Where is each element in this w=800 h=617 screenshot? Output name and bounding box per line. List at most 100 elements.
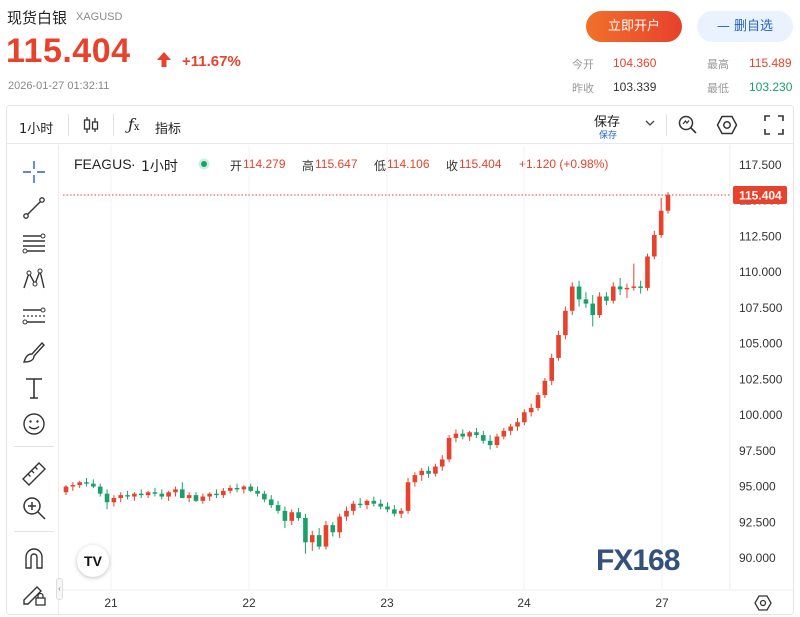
candle-body bbox=[439, 459, 445, 467]
candle-body bbox=[652, 235, 657, 257]
candle-body bbox=[97, 486, 103, 494]
axis-settings-icon[interactable] bbox=[754, 594, 772, 612]
measure-lines-icon[interactable] bbox=[20, 302, 48, 330]
x-tick-label: 24 bbox=[517, 596, 531, 610]
fx-icon[interactable]: ƒx bbox=[128, 115, 140, 134]
fullscreen-icon[interactable] bbox=[764, 115, 784, 135]
y-tick-label: 112.500 bbox=[739, 229, 782, 243]
candle-body bbox=[617, 286, 623, 290]
candle-body bbox=[665, 195, 671, 211]
candle-body bbox=[405, 482, 411, 511]
candle-body bbox=[467, 432, 472, 437]
open-label: 今开 bbox=[572, 58, 594, 71]
candle-type-icon[interactable] bbox=[82, 115, 100, 135]
candle-body bbox=[138, 493, 144, 496]
ruler-icon[interactable] bbox=[20, 460, 48, 488]
candle-body bbox=[166, 492, 171, 497]
candle-body bbox=[604, 296, 609, 301]
candle-body bbox=[179, 489, 185, 498]
candle-body bbox=[207, 493, 212, 497]
legend-high-value: 115.647 bbox=[315, 157, 358, 171]
candle-body bbox=[200, 496, 206, 501]
magnet-icon[interactable] bbox=[20, 544, 48, 572]
candle-body bbox=[494, 436, 500, 446]
tradingview-logo-icon[interactable]: TV bbox=[77, 545, 109, 577]
legend-close-label: 收 bbox=[446, 159, 459, 173]
y-tick-label: 100.000 bbox=[739, 408, 783, 422]
candle-body bbox=[282, 510, 288, 521]
tool-divider bbox=[14, 531, 54, 532]
prev-close-value: 103.339 bbox=[613, 80, 657, 94]
camera-icon[interactable] bbox=[677, 113, 699, 135]
open-account-button[interactable]: 立即开户 bbox=[586, 11, 682, 42]
pattern-icon[interactable] bbox=[20, 266, 48, 294]
candle-body bbox=[610, 286, 616, 301]
crosshair-icon[interactable] bbox=[20, 158, 48, 186]
candle-body bbox=[419, 470, 425, 476]
candle-body bbox=[433, 466, 438, 474]
candle-body bbox=[453, 433, 459, 438]
remove-favorite-button[interactable]: — 删自选 bbox=[697, 11, 793, 42]
fx168-watermark: FX168 bbox=[596, 544, 680, 577]
candle-body bbox=[563, 310, 568, 336]
y-tick-label: 95.000 bbox=[739, 480, 776, 494]
candle-body bbox=[221, 490, 226, 496]
trendline-icon[interactable] bbox=[20, 194, 48, 222]
settings-icon[interactable] bbox=[716, 114, 738, 136]
up-arrow-icon bbox=[157, 52, 171, 67]
emoji-icon[interactable] bbox=[20, 410, 48, 438]
candle-body bbox=[262, 493, 267, 500]
chart-container bbox=[6, 105, 794, 615]
legend-symbol: FEAGUS bbox=[74, 156, 132, 172]
toolbar-divider bbox=[666, 114, 667, 136]
instrument-symbol: XAGUSD bbox=[76, 11, 123, 23]
candle-body bbox=[480, 435, 486, 441]
text-icon[interactable] bbox=[20, 374, 48, 402]
brush-icon[interactable] bbox=[20, 338, 48, 366]
zoom-in-icon[interactable] bbox=[20, 494, 48, 522]
price-change-percent: +11.67% bbox=[182, 53, 241, 70]
legend-low-label: 低 bbox=[374, 159, 387, 173]
candle-body bbox=[515, 422, 520, 427]
high-label: 最高 bbox=[707, 58, 729, 71]
chevron-down-icon[interactable] bbox=[645, 119, 655, 127]
candle-body bbox=[371, 500, 377, 504]
candle-body bbox=[378, 503, 383, 507]
lock-pencil-icon[interactable] bbox=[20, 580, 48, 608]
y-tick-label: 90.000 bbox=[739, 551, 776, 565]
y-tick-label: 110.000 bbox=[739, 265, 782, 279]
candle-body bbox=[234, 487, 240, 490]
candle-body bbox=[268, 499, 274, 506]
x-tick-label: 23 bbox=[380, 596, 394, 610]
toolbar-divider bbox=[113, 114, 114, 136]
x-tick-label: 27 bbox=[655, 596, 669, 610]
candle-body bbox=[296, 512, 301, 518]
interval-selector[interactable]: 1小时 bbox=[19, 122, 54, 137]
save-button[interactable]: 保存 bbox=[594, 115, 621, 130]
candle-body bbox=[638, 286, 643, 288]
legend-change: +1.120 (+0.98%) bbox=[519, 157, 609, 171]
legend-high-label: 高 bbox=[302, 159, 315, 173]
collapse-toolbar-button[interactable]: ‹ bbox=[56, 578, 63, 600]
candle-body bbox=[173, 489, 178, 493]
legend-open-label: 开 bbox=[230, 159, 243, 173]
candle-body bbox=[590, 303, 596, 316]
candle-body bbox=[111, 497, 117, 503]
candle-body bbox=[275, 505, 281, 511]
candle-body bbox=[385, 506, 390, 510]
legend-low-value: 114.106 bbox=[387, 157, 430, 171]
y-tick-label: 105.000 bbox=[739, 337, 783, 351]
y-tick-label: 107.500 bbox=[739, 301, 783, 315]
indicators-button[interactable]: 指标 bbox=[155, 122, 182, 137]
candle-body bbox=[446, 437, 452, 460]
instrument-name: 现货白银 bbox=[7, 9, 68, 27]
fib-icon[interactable] bbox=[20, 230, 48, 258]
low-label: 最低 bbox=[707, 82, 729, 95]
toolbar-divider bbox=[68, 114, 69, 136]
prev-close-label: 昨收 bbox=[572, 82, 594, 95]
candle-body bbox=[624, 287, 630, 290]
x-tick-label: 22 bbox=[242, 596, 256, 610]
candle-body bbox=[344, 510, 349, 517]
candle-body bbox=[631, 286, 637, 288]
